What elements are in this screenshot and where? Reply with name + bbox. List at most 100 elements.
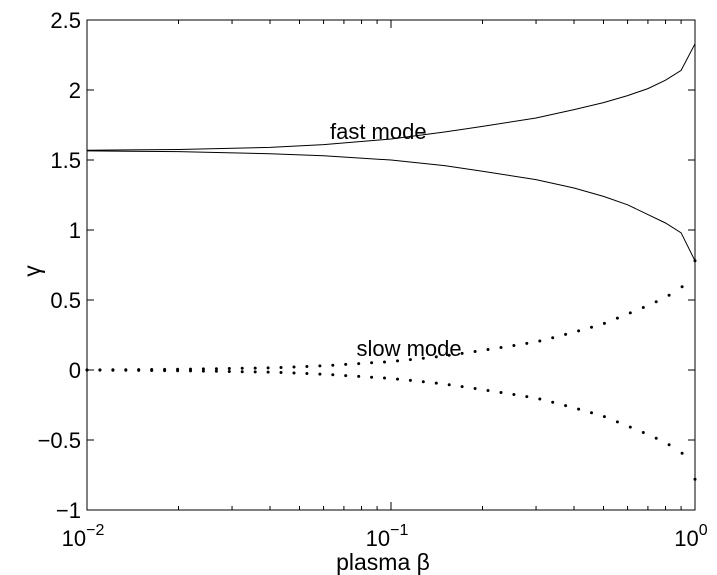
slow-mode-point bbox=[680, 285, 684, 289]
y-tick-label: 2.5 bbox=[50, 8, 81, 33]
y-tick-label: 2 bbox=[69, 78, 81, 103]
fast-mode-annotation: fast mode bbox=[330, 119, 427, 144]
x-tick-label-base: 10 bbox=[366, 526, 390, 551]
slow-mode-point bbox=[150, 369, 154, 372]
slow-mode-point bbox=[214, 369, 218, 373]
slow-mode-point bbox=[253, 370, 257, 374]
y-tick-label: −0.5 bbox=[38, 428, 81, 453]
y-axis-ticks: −1 −0.5 0 0.5 1 1.5 2 2.5 bbox=[38, 8, 695, 523]
slow-mode-point bbox=[447, 383, 451, 387]
slow-mode-point bbox=[292, 371, 296, 375]
slow-mode-point bbox=[551, 400, 555, 404]
x-tick-label: 10−2 bbox=[62, 522, 105, 551]
slow-mode-point bbox=[421, 356, 425, 360]
x-tick-label-exponent: 0 bbox=[699, 522, 708, 539]
slow-mode-point bbox=[499, 346, 503, 349]
slow-mode-point bbox=[434, 381, 438, 385]
slow-mode-point bbox=[602, 321, 606, 325]
slow-mode-point bbox=[344, 374, 348, 378]
slow-mode-point bbox=[370, 375, 374, 379]
x-axis-ticks: 10−2 10−1 100 bbox=[62, 20, 708, 551]
slow-mode-point bbox=[318, 372, 322, 376]
slow-mode-point bbox=[602, 415, 606, 419]
slow-mode-point bbox=[590, 325, 593, 329]
slow-mode-point bbox=[421, 380, 425, 384]
x-tick-label-base: 10 bbox=[62, 526, 86, 551]
slow-mode-point bbox=[434, 355, 438, 359]
slow-mode-point bbox=[460, 385, 464, 389]
y-axis-label: γ bbox=[19, 265, 45, 277]
slow-mode-point bbox=[227, 370, 231, 373]
slow-mode-point bbox=[525, 341, 529, 345]
y-tick-label: 0 bbox=[69, 358, 81, 383]
plot-frame bbox=[86, 19, 696, 511]
slow-mode-point bbox=[163, 369, 167, 373]
slow-mode-point bbox=[641, 306, 645, 309]
slow-mode-point bbox=[383, 376, 386, 380]
slow-mode-point bbox=[305, 372, 309, 375]
x-tick-label-exponent: −1 bbox=[390, 522, 408, 539]
fast-mode-branch-line-1 bbox=[86, 43, 696, 151]
slow-mode-point bbox=[512, 344, 516, 347]
slow-mode-annotation: slow mode bbox=[356, 336, 461, 361]
slow-mode-point bbox=[460, 351, 464, 355]
slow-mode-point bbox=[344, 362, 348, 366]
slow-mode-point bbox=[253, 366, 257, 370]
slow-mode-point bbox=[628, 425, 632, 429]
slow-mode-point bbox=[266, 370, 270, 374]
slow-mode-point bbox=[240, 366, 244, 370]
slow-mode-point bbox=[318, 364, 322, 368]
slow-mode-point bbox=[499, 391, 503, 394]
slow-mode-point bbox=[201, 369, 205, 373]
slow-mode-point bbox=[577, 329, 581, 333]
x-tick-label: 10−1 bbox=[366, 522, 409, 551]
slow-mode-point bbox=[628, 311, 632, 315]
slow-mode-point bbox=[189, 369, 192, 373]
slow-mode-point bbox=[641, 431, 645, 434]
slow-mode-point bbox=[538, 339, 542, 343]
slow-mode-point bbox=[98, 368, 102, 372]
slow-mode-point bbox=[227, 367, 231, 370]
slow-mode-point bbox=[590, 411, 593, 415]
slow-mode-point bbox=[538, 397, 542, 401]
slow-mode-point bbox=[124, 368, 128, 372]
y-tick-label: 1 bbox=[69, 218, 81, 243]
slow-mode-point bbox=[396, 377, 399, 381]
slow-mode-point bbox=[564, 404, 568, 408]
slow-mode-point bbox=[654, 436, 658, 440]
y-tick-label: 1.5 bbox=[50, 148, 81, 173]
slow-mode-point bbox=[447, 353, 451, 357]
slow-mode-point bbox=[305, 365, 309, 368]
slow-mode-point bbox=[486, 389, 490, 392]
slow-mode-point bbox=[473, 387, 477, 390]
slow-mode-point bbox=[266, 366, 270, 370]
slow-mode-point bbox=[408, 358, 412, 362]
slow-mode-point bbox=[370, 361, 374, 365]
slow-mode-point bbox=[357, 362, 361, 366]
slow-mode-point bbox=[292, 365, 296, 369]
slow-mode-point bbox=[615, 420, 619, 424]
x-tick-label-exponent: −2 bbox=[86, 522, 104, 539]
slow-mode-point bbox=[615, 316, 619, 320]
slow-mode-point bbox=[512, 393, 516, 396]
slow-mode-point bbox=[383, 360, 386, 364]
slow-mode-point bbox=[680, 451, 684, 455]
plot-marks bbox=[85, 43, 697, 481]
y-tick-label: 0.5 bbox=[50, 288, 81, 313]
slow-mode-point bbox=[137, 368, 141, 372]
slow-mode-point bbox=[176, 369, 180, 373]
slow-mode-point bbox=[201, 367, 205, 371]
slow-mode-point bbox=[240, 370, 244, 374]
slow-mode-point bbox=[486, 348, 490, 351]
slow-mode-point bbox=[331, 373, 335, 377]
slow-mode-point bbox=[654, 300, 658, 304]
slow-mode-point bbox=[564, 332, 568, 336]
slow-mode-point bbox=[525, 395, 529, 399]
slow-mode-point bbox=[396, 359, 399, 363]
slow-mode-point bbox=[331, 363, 335, 367]
slow-mode-point bbox=[357, 374, 361, 378]
slow-mode-point bbox=[577, 407, 581, 411]
annotations: fast mode slow mode bbox=[330, 119, 462, 361]
